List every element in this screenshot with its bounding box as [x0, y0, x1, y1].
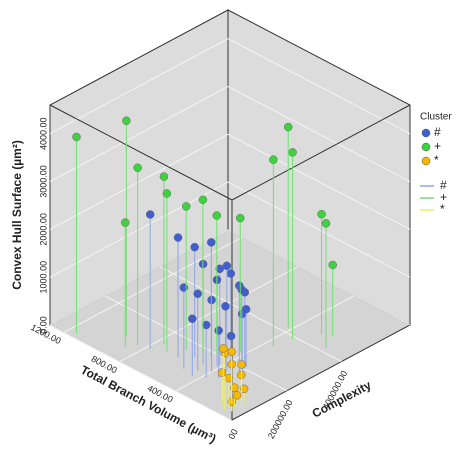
legend-marker: [421, 156, 431, 166]
grid-line: [49, 85, 411, 182]
legend-marker: [421, 128, 431, 138]
point: [122, 116, 131, 125]
point: [241, 305, 251, 314]
point: [215, 264, 225, 274]
point: [230, 383, 239, 392]
legend-label: #: [434, 125, 441, 139]
grid-line: [119, 266, 299, 362]
point: [214, 326, 223, 335]
point: [269, 155, 278, 164]
grid-line: [49, 181, 411, 278]
point: [219, 344, 228, 353]
point: [317, 209, 326, 219]
z-tick-label: 4000.00: [38, 117, 48, 150]
z-tick-label: 1000.00: [38, 261, 48, 294]
point: [207, 238, 216, 247]
grid-line: [49, 38, 411, 135]
z-tick-label: 2000.00: [38, 213, 48, 246]
grid-line: [159, 266, 342, 362]
point: [232, 391, 242, 400]
grid-line: [175, 295, 355, 392]
point: [283, 122, 293, 132]
legend-title: Cluster: [420, 112, 452, 123]
point: [145, 210, 155, 219]
point: [120, 218, 130, 227]
point: [288, 148, 297, 157]
z-axis-title: Convex Hull Surface (µm²): [10, 140, 24, 290]
z-tick-label: 3000.00: [38, 165, 48, 198]
point: [236, 213, 245, 223]
grid-line: [49, 133, 411, 230]
point: [237, 360, 246, 369]
point: [173, 233, 183, 242]
legend-label: *: [434, 153, 439, 167]
point: [217, 368, 227, 377]
legend-label: +: [440, 190, 447, 204]
point: [328, 260, 337, 270]
point: [239, 384, 249, 394]
point: [221, 302, 230, 311]
legend-marker: [421, 142, 431, 152]
point: [201, 320, 211, 330]
point: [133, 163, 142, 173]
grid-line: [49, 324, 233, 421]
legend-label: #: [440, 178, 447, 192]
point: [198, 195, 208, 204]
grid-line: [104, 295, 288, 392]
point: [226, 269, 236, 278]
point: [193, 289, 202, 299]
point: [212, 211, 222, 220]
grid-line: [49, 229, 411, 326]
grid-line: [63, 236, 243, 333]
point: [159, 172, 169, 181]
point: [190, 242, 199, 252]
legend-label: *: [440, 202, 445, 216]
point: [181, 202, 191, 211]
legend-label: +: [434, 139, 441, 153]
y-tick-label: 00: [226, 427, 240, 441]
y-tick-label: 200000.00: [266, 398, 295, 440]
point: [162, 189, 172, 198]
point: [222, 261, 232, 271]
point: [226, 331, 236, 341]
point: [321, 219, 331, 228]
point: [72, 132, 81, 142]
point: [237, 285, 247, 295]
point: [188, 314, 197, 324]
z-tick-label: 0.00: [38, 316, 48, 334]
